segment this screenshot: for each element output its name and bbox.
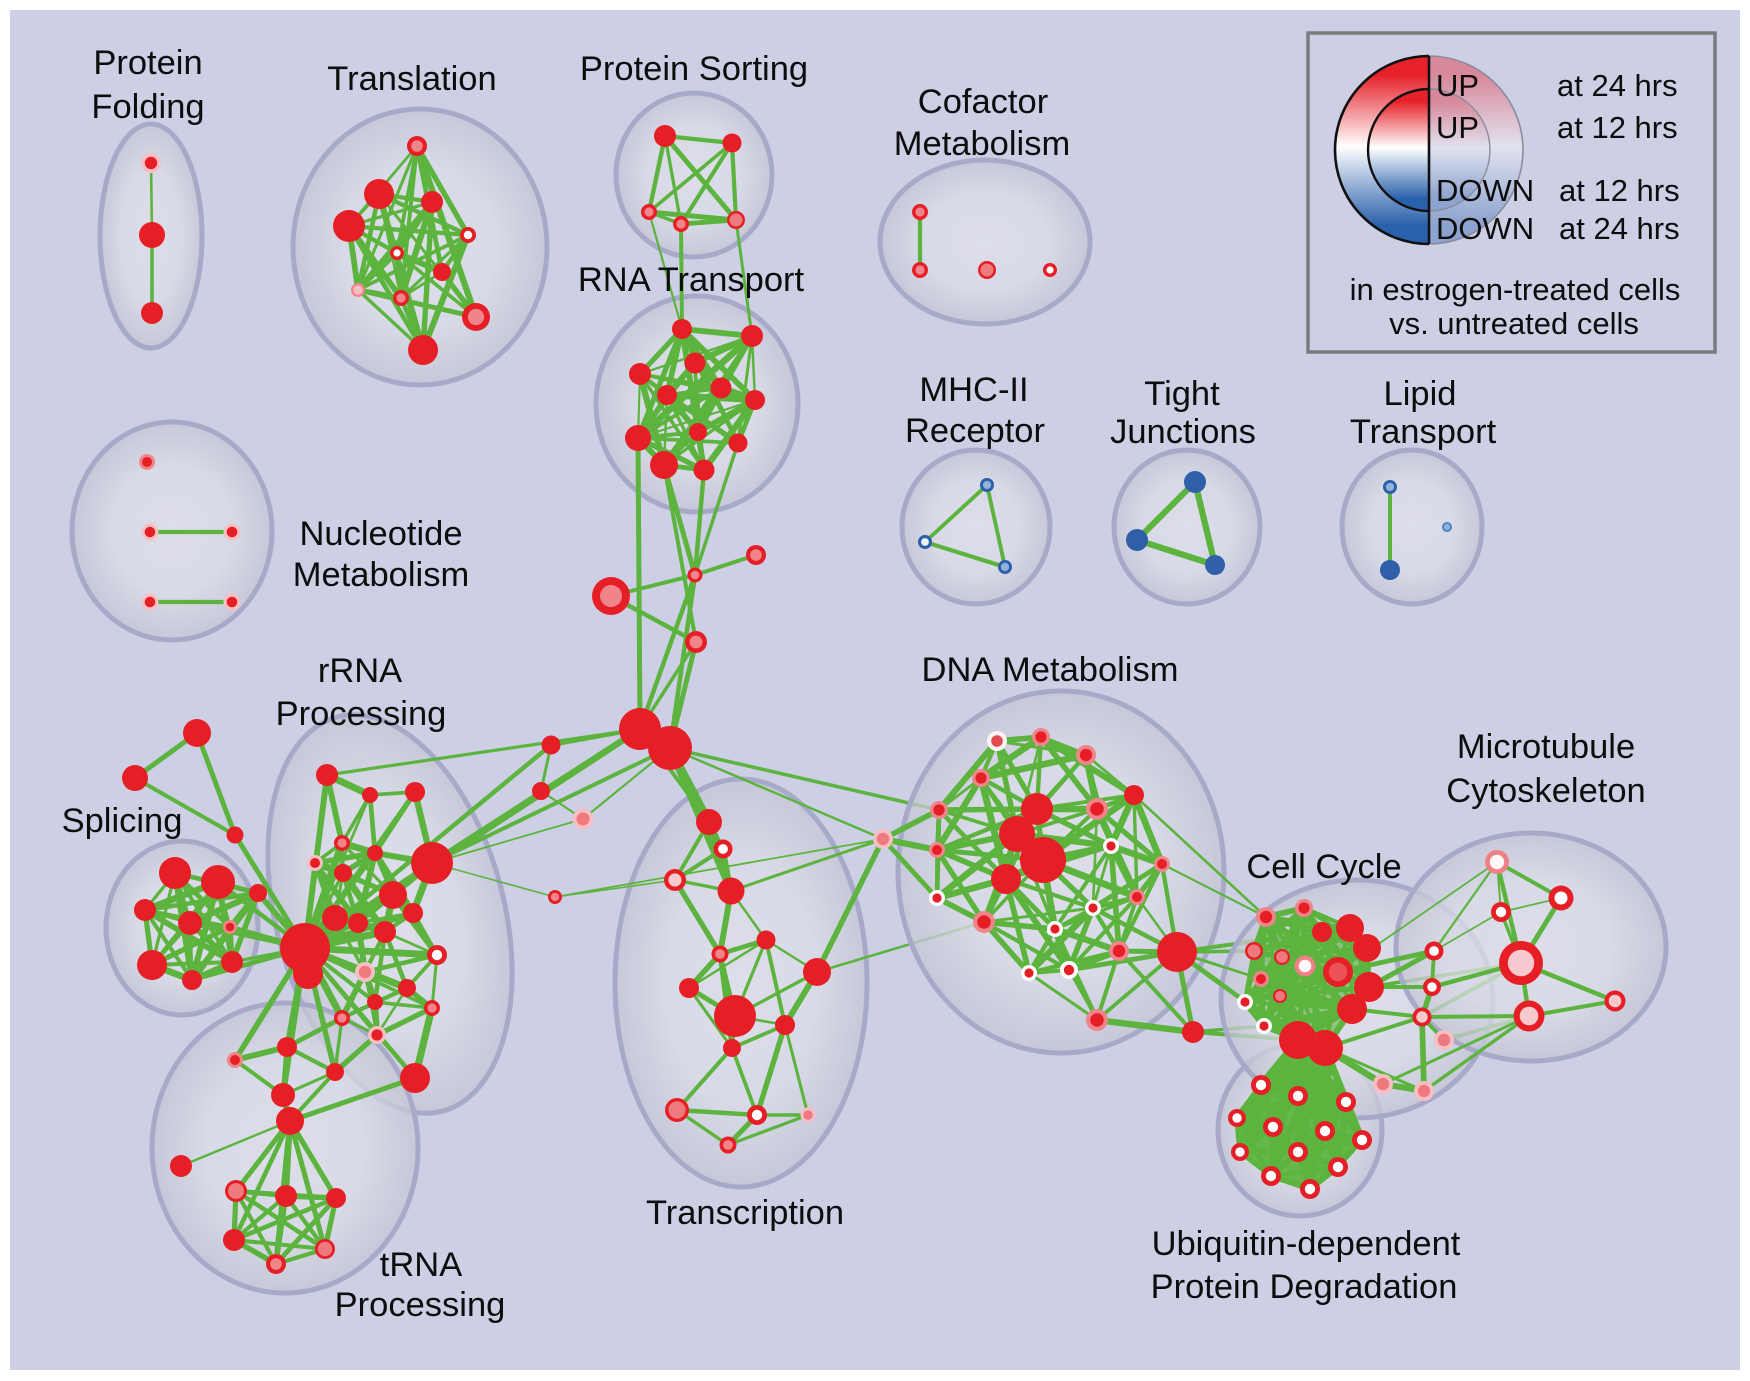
svg-text:Processing: Processing <box>335 1286 506 1324</box>
svg-text:Nucleotide: Nucleotide <box>299 515 462 553</box>
svg-text:Cofactor: Cofactor <box>918 83 1048 121</box>
svg-text:Protein: Protein <box>93 44 202 82</box>
svg-text:at 24 hrs: at 24 hrs <box>1559 211 1680 246</box>
svg-text:Junctions: Junctions <box>1110 413 1256 451</box>
svg-text:Transport: Transport <box>1350 413 1497 451</box>
svg-text:Ubiquitin-dependent: Ubiquitin-dependent <box>1152 1225 1461 1263</box>
svg-text:MHC-II: MHC-II <box>919 371 1028 409</box>
svg-text:in estrogen-treated cells: in estrogen-treated cells <box>1350 272 1681 307</box>
svg-text:Translation: Translation <box>327 60 496 98</box>
svg-text:Protein Degradation: Protein Degradation <box>1151 1268 1458 1306</box>
svg-text:rRNA: rRNA <box>318 652 402 690</box>
svg-text:Metabolism: Metabolism <box>894 125 1070 163</box>
svg-text:Transcription: Transcription <box>646 1194 844 1232</box>
svg-text:UP: UP <box>1436 110 1479 145</box>
svg-text:DOWN: DOWN <box>1436 173 1534 208</box>
svg-text:Protein Sorting: Protein Sorting <box>580 50 808 88</box>
svg-text:UP: UP <box>1436 68 1479 103</box>
svg-text:tRNA: tRNA <box>380 1246 462 1284</box>
svg-text:vs. untreated cells: vs. untreated cells <box>1389 306 1639 341</box>
svg-text:Cytoskeleton: Cytoskeleton <box>1446 772 1645 810</box>
svg-text:Receptor: Receptor <box>905 412 1045 450</box>
svg-text:Microtubule: Microtubule <box>1457 728 1635 766</box>
svg-text:Lipid: Lipid <box>1384 375 1457 413</box>
svg-text:Splicing: Splicing <box>62 802 183 840</box>
svg-text:at 12 hrs: at 12 hrs <box>1559 173 1680 208</box>
svg-text:Folding: Folding <box>91 88 204 126</box>
svg-text:Processing: Processing <box>276 695 447 733</box>
svg-text:Cell Cycle: Cell Cycle <box>1246 848 1401 886</box>
svg-text:Tight: Tight <box>1144 375 1220 413</box>
svg-text:DNA Metabolism: DNA Metabolism <box>922 651 1179 689</box>
svg-text:RNA Transport: RNA Transport <box>578 261 805 299</box>
svg-text:DOWN: DOWN <box>1436 211 1534 246</box>
svg-text:at 24 hrs: at 24 hrs <box>1557 68 1678 103</box>
svg-text:Metabolism: Metabolism <box>293 556 469 594</box>
svg-text:at 12 hrs: at 12 hrs <box>1557 110 1678 145</box>
